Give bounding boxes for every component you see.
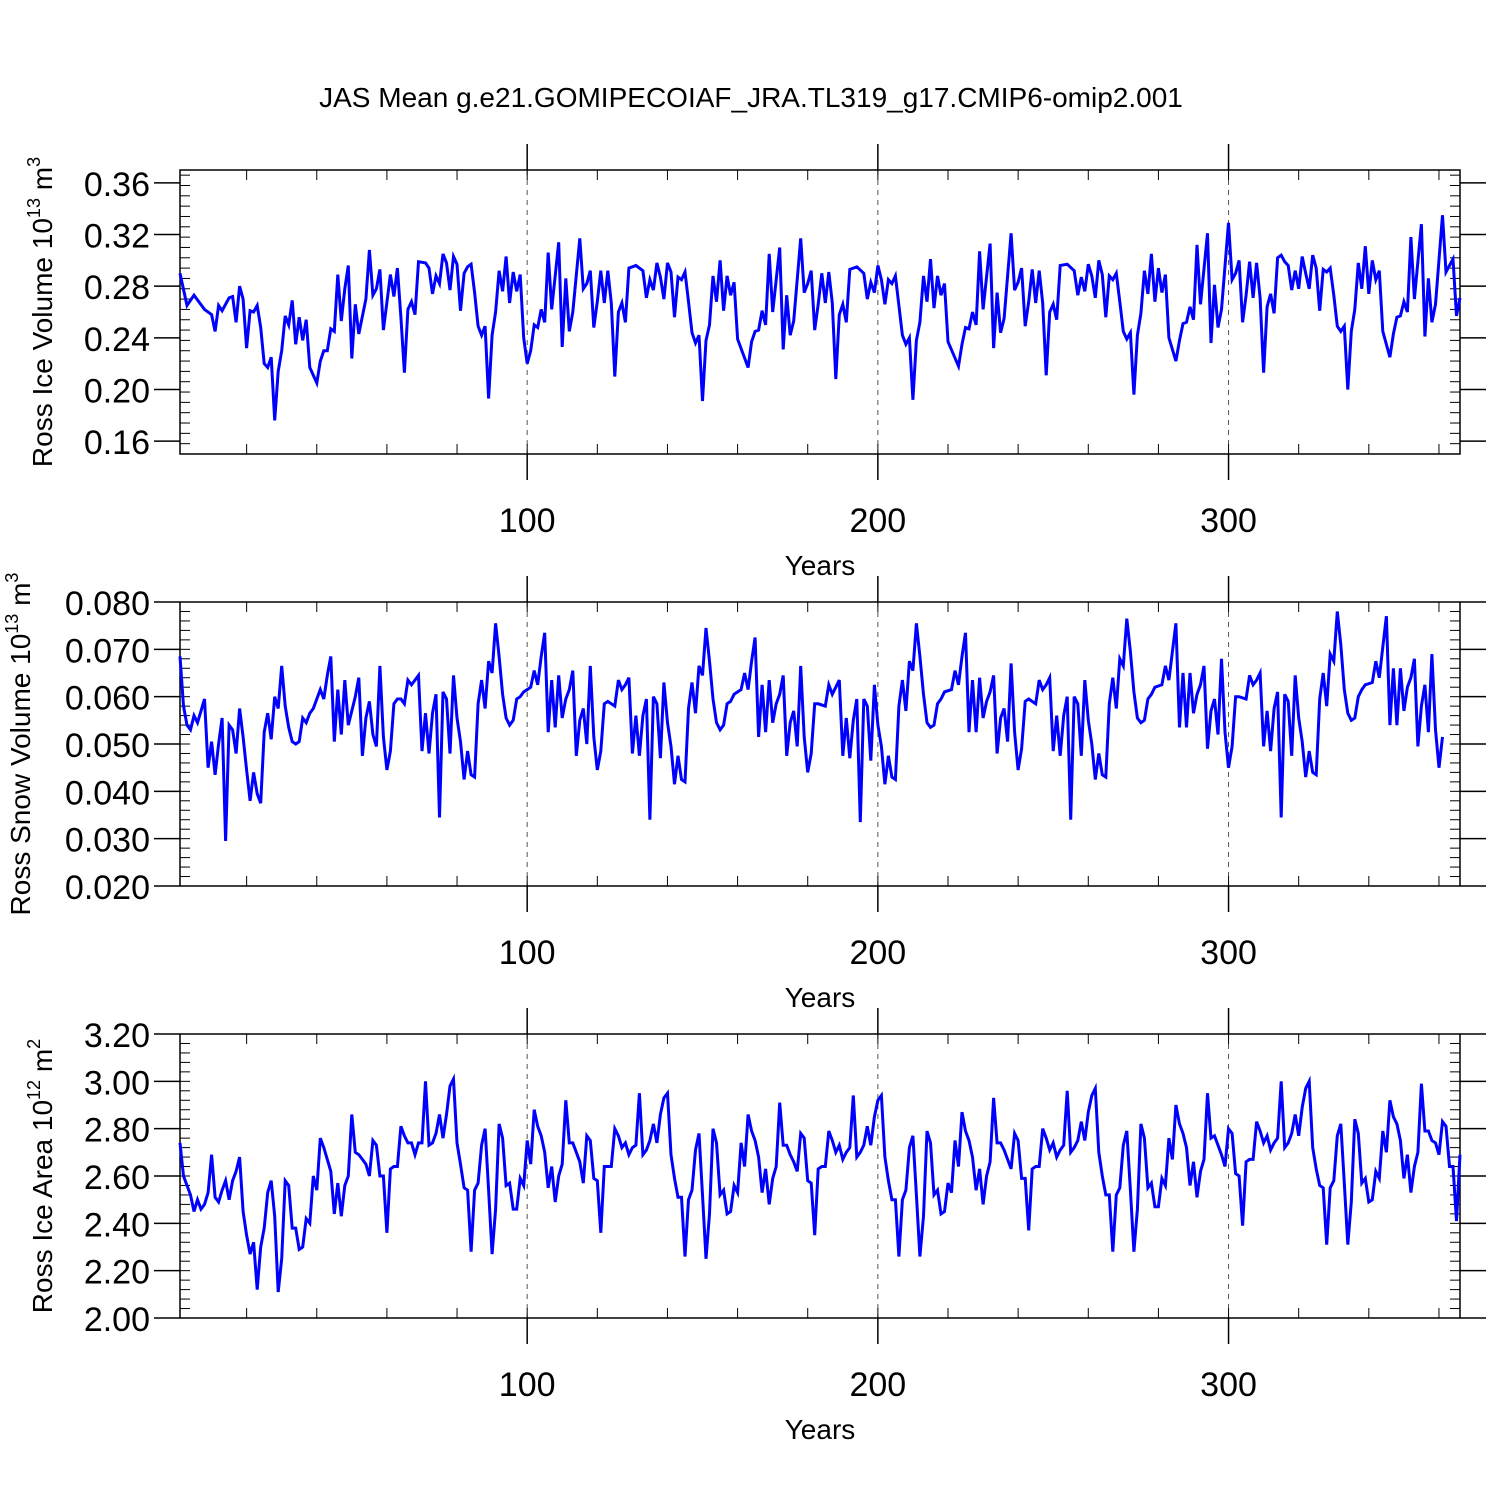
y-tick-label: 0.24	[84, 321, 150, 359]
chart-panel-3: 2.00 2.20 2.40 2.60 2.80 3.00 3.20 100 200 300 Yea…	[24, 1008, 1486, 1445]
y-tick-label: 0.36	[84, 166, 150, 204]
x-tick-label: 300	[1200, 1366, 1257, 1404]
x-tick-label: 300	[1200, 502, 1257, 540]
series-line-ross-ice-volume	[178, 215, 1462, 421]
y-tick-label: 0.060	[65, 680, 150, 718]
y-axis-label: Ross Ice Area 1012 m2	[24, 1039, 58, 1313]
x-tick-label: 200	[849, 502, 906, 540]
chart-panel-1: 0.16 0.20 0.24 0.28 0.32 0.36 100 200 300 Years Ro…	[24, 144, 1486, 581]
series-line-ross-snow-volume	[178, 611, 1444, 842]
y-tick-label: 0.32	[84, 218, 150, 256]
plot-frame	[179, 169, 1461, 455]
x-tick-label: 100	[499, 934, 556, 972]
y-tick-label: 2.60	[84, 1159, 150, 1197]
y-tick-label: 2.00	[84, 1301, 150, 1339]
x-tick-label: 200	[849, 934, 906, 972]
x-axis-label: Years	[785, 1414, 856, 1445]
y-tick-label: 0.040	[65, 774, 150, 812]
y-tick-label: 3.20	[84, 1017, 150, 1055]
y-axis-label: Ross Ice Volume 1013 m3	[24, 157, 58, 467]
y-tick-label: 0.050	[65, 727, 150, 765]
x-tick-label: 300	[1200, 934, 1257, 972]
x-tick-label: 100	[499, 502, 556, 540]
y-tick-label: 2.80	[84, 1112, 150, 1150]
x-axis-label: Years	[785, 550, 856, 581]
y-tick-label: 0.070	[65, 632, 150, 670]
y-axis-label: Ross Snow Volume 1013 m3	[2, 573, 36, 916]
y-tick-label: 2.40	[84, 1206, 150, 1244]
x-tick-label: 100	[499, 1366, 556, 1404]
y-tick-label: 0.080	[65, 585, 150, 623]
y-tick-label: 0.16	[84, 424, 150, 462]
y-tick-label: 0.020	[65, 869, 150, 907]
y-tick-label: 3.00	[84, 1064, 150, 1102]
chart-panel-2: 0.020 0.030 0.040 0.050 0.060 0.070 0.080 100 20…	[2, 573, 1486, 1013]
y-tick-label: 0.030	[65, 822, 150, 860]
x-tick-label: 200	[849, 1366, 906, 1404]
y-tick-label: 0.20	[84, 372, 150, 410]
y-tick-label: 2.20	[84, 1254, 150, 1292]
x-axis-label: Years	[785, 982, 856, 1013]
figure-title: JAS Mean g.e21.GOMIPECOIAF_JRA.TL319_g17…	[319, 82, 1183, 113]
series-line-ross-ice-area	[178, 1073, 1462, 1293]
y-tick-label: 0.28	[84, 269, 150, 307]
